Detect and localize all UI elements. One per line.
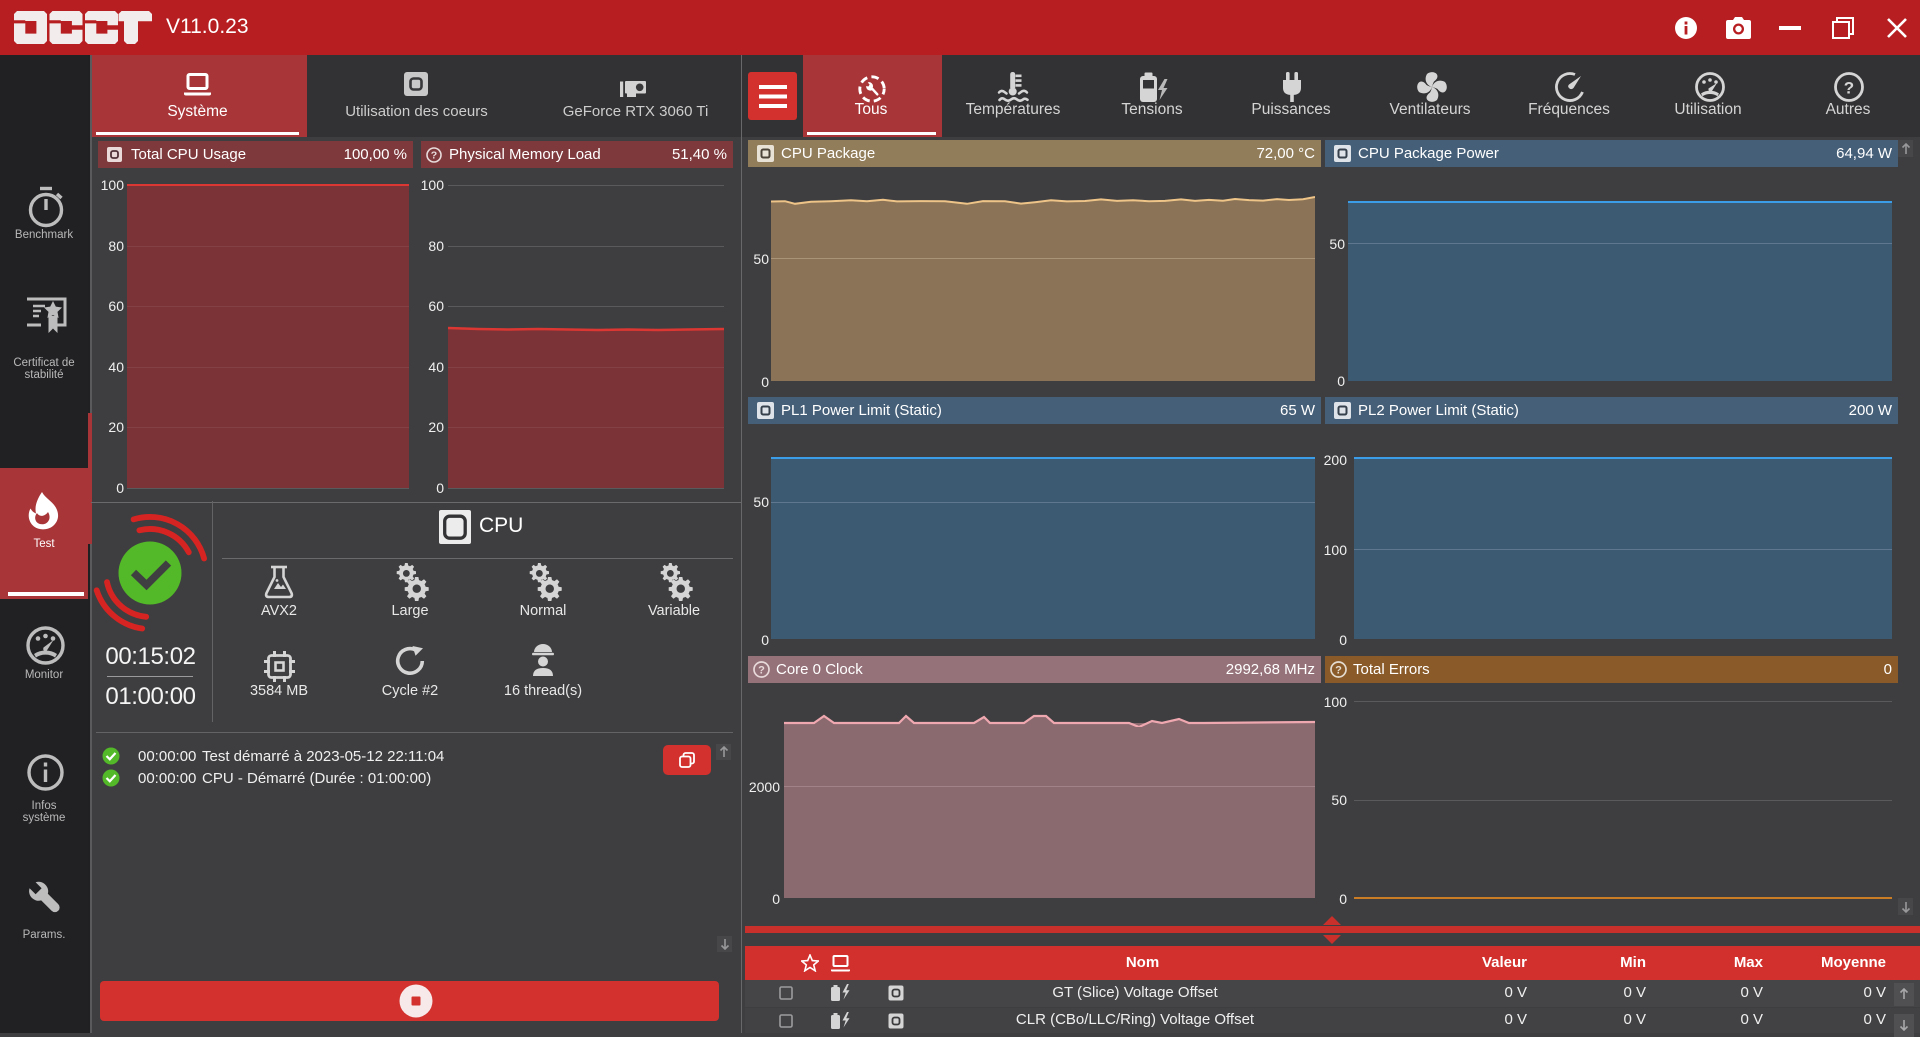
svg-text:?: ? [758,665,765,677]
svg-text:?: ? [1844,79,1854,98]
svg-text:?: ? [431,150,437,162]
svg-text:?: ? [1335,665,1342,677]
